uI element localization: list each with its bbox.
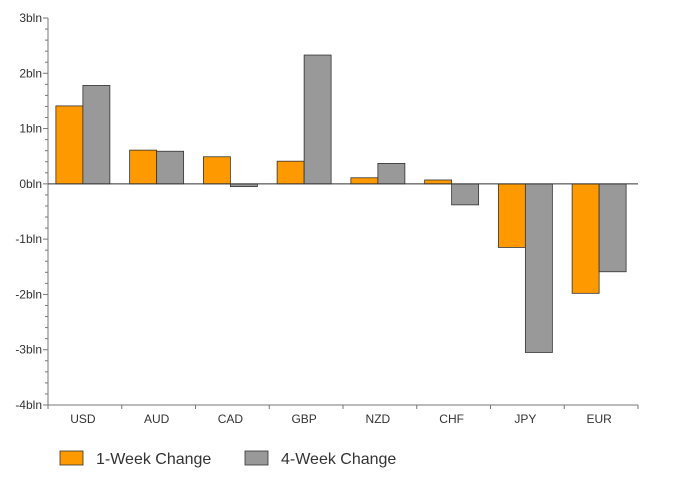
x-tick-label: NZD	[366, 412, 391, 426]
y-tick-label: -1bln	[15, 232, 42, 246]
y-tick-label: -2bln	[15, 287, 42, 301]
bar-cad-1-week	[202, 156, 231, 185]
y-axis: 3bln 2bln 1bln 0bln -1bln -2bln -3bln -4bln	[15, 11, 49, 412]
bar-nzd-1-week	[350, 177, 379, 185]
bar-aud-1-week	[129, 149, 158, 185]
legend: 1-Week Change 4-Week Change	[59, 450, 396, 468]
bar-usd-4-week	[82, 85, 111, 185]
bar-gbp-1-week	[276, 160, 305, 185]
bar-jpy-4-week	[524, 183, 553, 353]
y-tick-label: 1bln	[19, 122, 42, 136]
bars	[55, 54, 627, 353]
x-tick-label: JPY	[514, 412, 536, 426]
bar-gbp-4-week	[303, 54, 332, 185]
x-tick-label: CAD	[218, 412, 244, 426]
bar-chf-4-week	[451, 183, 480, 206]
x-tick-label: USD	[70, 412, 96, 426]
legend-label: 4-Week Change	[281, 451, 396, 468]
x-tick-label: CHF	[439, 412, 464, 426]
legend-label: 1-Week Change	[96, 451, 211, 468]
legend-swatch-1-week	[59, 450, 84, 466]
bar-eur-1-week	[571, 183, 600, 294]
y-tick-label: -4bln	[15, 398, 42, 412]
bar-usd-1-week	[55, 105, 84, 185]
x-tick-label: GBP	[291, 412, 316, 426]
bar-jpy-1-week	[497, 183, 526, 248]
bar-chf-1-week	[424, 179, 453, 185]
bar-nzd-4-week	[377, 163, 406, 185]
bar-aud-4-week	[156, 150, 185, 185]
y-tick-label: 2bln	[19, 66, 42, 80]
bar-eur-4-week	[598, 183, 627, 273]
x-tick-label: EUR	[586, 412, 612, 426]
y-tick-label: 3bln	[19, 11, 42, 25]
x-axis: USD AUD CAD GBP NZD CHF JPY EUR	[47, 404, 639, 426]
legend-swatch-4-week	[244, 450, 269, 466]
y-tick-label: 0bln	[19, 177, 42, 191]
x-tick-label: AUD	[144, 412, 170, 426]
y-tick-label: -3bln	[15, 343, 42, 357]
